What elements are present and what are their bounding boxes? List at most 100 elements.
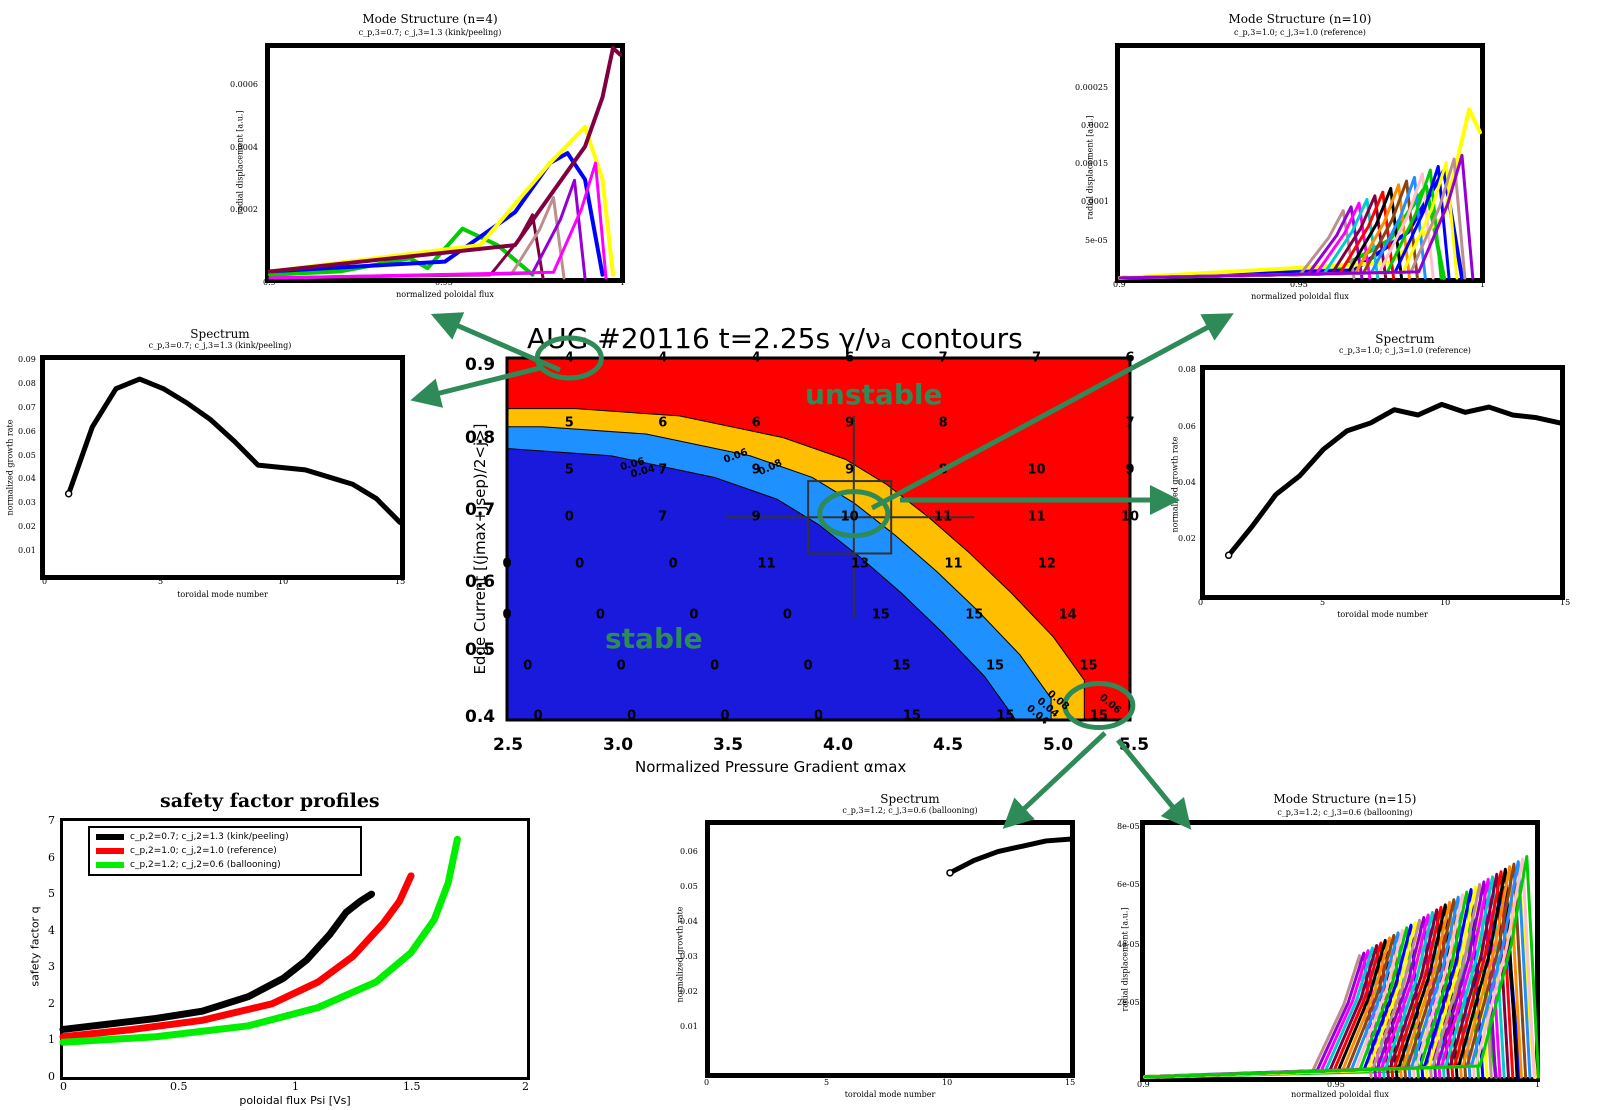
contour-value-label: 0 bbox=[575, 556, 585, 572]
contour-value-label: 0 bbox=[502, 607, 512, 623]
contour-value-label: 15 bbox=[996, 708, 1015, 724]
mode-n4-xtick: 0.9 bbox=[263, 278, 276, 287]
spectrum-kink-ytick: 0.04 bbox=[18, 474, 36, 484]
legend-entry: c_p,2=1.0; c_j,2=1.0 (reference) bbox=[90, 844, 360, 858]
spectrum-kink-ytick: 0.03 bbox=[18, 498, 36, 508]
spectrum-ball-title: Spectrum bbox=[880, 792, 940, 806]
mode-n4-plot-frame bbox=[265, 43, 625, 283]
stable-region bbox=[506, 447, 1017, 721]
mode-curve bbox=[268, 124, 615, 277]
spectrum-kink-ylabel: normalized growth rate bbox=[5, 419, 15, 516]
spectrum-kink-xlabel: toroidal mode number bbox=[177, 590, 268, 599]
mode-curve bbox=[268, 161, 608, 280]
contour-value-label: 0 bbox=[616, 658, 626, 674]
contour-value-label: 0 bbox=[595, 607, 605, 623]
stable-region-label: stable bbox=[605, 622, 703, 655]
contour-value-label: 12 bbox=[1037, 556, 1056, 572]
contour-value-label: 8 bbox=[938, 462, 948, 478]
mode-structure-n15-panel: Mode Structure (n=15) c_p,3=1.2; c_j,3=0… bbox=[1115, 790, 1555, 1108]
contour-value-label: 6 bbox=[751, 415, 761, 431]
spectrum-ball-curve bbox=[946, 836, 1073, 877]
mode-n10-ytick: 0.0002 bbox=[1081, 121, 1109, 130]
main-xtick: 2.5 bbox=[493, 735, 524, 755]
spectrum-ball-ylabel: normalized growth rate bbox=[675, 906, 685, 1003]
legend-entry: c_p,2=0.7; c_j,2=1.3 (kink/peeling) bbox=[90, 830, 360, 844]
safety-xtick: 1.5 bbox=[403, 1080, 421, 1093]
mode-n4-curves bbox=[268, 46, 622, 280]
mode-n10-xlabel: normalized poloidal flux bbox=[1251, 292, 1349, 301]
mode-n15-ytick: 8e-05 bbox=[1117, 822, 1140, 831]
contour-value-label: 4 bbox=[564, 350, 574, 366]
main-ytick: 0.7 bbox=[465, 500, 496, 520]
safety-xlabel: poloidal flux Psi [Vs] bbox=[239, 1094, 351, 1107]
spectrum-ref-ytick: 0.02 bbox=[1178, 534, 1196, 543]
mode-n10-xtick: 0.95 bbox=[1290, 280, 1308, 289]
contour-value-label: 8 bbox=[938, 415, 948, 431]
spectrum-kink-curve bbox=[64, 376, 403, 525]
safety-factor-line bbox=[59, 835, 461, 1046]
legend-label: c_p,2=1.2; c_j,2=0.6 (ballooning) bbox=[130, 860, 281, 870]
spectrum-ball-ytick: 0.02 bbox=[680, 987, 698, 996]
contour-value-label: 0 bbox=[813, 708, 824, 724]
mode-n15-ylabel: radial displacement [a.u.] bbox=[1120, 907, 1130, 1012]
contour-value-label: 15 bbox=[1089, 708, 1108, 724]
main-ytick: 0.9 bbox=[465, 355, 496, 375]
spectrum-kink-ytick: 0.01 bbox=[18, 546, 36, 556]
spectrum-ref-subtitle: c_p,3=1.0; c_j,3=1.0 (reference) bbox=[1339, 346, 1471, 355]
safety-ytick: 0 bbox=[48, 1070, 55, 1083]
contour-value-label: 9 bbox=[751, 509, 761, 525]
main-contour-panel: AUG #20116 t=2.25s γ/νₐ contours 0.06 0.0… bbox=[425, 320, 1185, 800]
highlight-ellipse bbox=[1062, 681, 1136, 731]
contour-value-label: 7 bbox=[658, 509, 668, 525]
safety-factor-title: safety factor profiles bbox=[160, 790, 380, 812]
highlight-ellipse bbox=[817, 489, 891, 539]
spectrum-kink-ytick: 0.06 bbox=[18, 426, 36, 436]
mode-n15-title: Mode Structure (n=15) bbox=[1273, 792, 1417, 806]
contour-value-label: 10 bbox=[840, 509, 859, 525]
mode-n15-ytick: 4e-05 bbox=[1117, 940, 1140, 949]
mode-curve bbox=[1143, 954, 1373, 1079]
legend-swatch bbox=[96, 834, 124, 840]
spectrum-ref-xtick: 10 bbox=[1440, 598, 1451, 607]
contour-value-label: 10 bbox=[1120, 509, 1140, 525]
mode-n10-xtick: 1 bbox=[1480, 280, 1486, 289]
contour-value-label: 7 bbox=[1125, 415, 1135, 431]
main-ylabel: Edge Current [(jmax+jsep)/2<j>] bbox=[471, 423, 489, 675]
contour-value-label: 11 bbox=[757, 556, 776, 572]
spectrum-ref-panel: Spectrum c_p,3=1.0; c_j,3=1.0 (reference… bbox=[1150, 330, 1600, 625]
spectrum-kink-ytick: 0.02 bbox=[18, 522, 36, 532]
spectrum-kink-xtick: 15 bbox=[395, 577, 406, 586]
contour-value-label: 0 bbox=[689, 607, 699, 623]
spectrum-kink-panel: Spectrum c_p,3=0.7; c_j,3=1.3 (kink/peel… bbox=[0, 325, 410, 615]
mode-n15-xtick: 1 bbox=[1535, 1080, 1541, 1089]
spectrum-kink-xtick: 10 bbox=[278, 577, 289, 586]
main-ytick: 0.6 bbox=[465, 572, 496, 592]
contour-value-label: 11 bbox=[934, 509, 953, 525]
contour-value-label: 0 bbox=[502, 556, 512, 572]
main-plot-frame bbox=[505, 356, 1132, 722]
safety-ytick: 6 bbox=[48, 850, 55, 864]
contour-value-label: 13 bbox=[850, 556, 870, 572]
spectrum-ref-xtick: 0 bbox=[1198, 598, 1204, 607]
mode-n15-xlabel: normalized poloidal flux bbox=[1291, 1090, 1389, 1099]
mode-n15-xtick: 0.9 bbox=[1137, 1080, 1150, 1089]
main-xtick: 3.5 bbox=[713, 735, 744, 755]
contour-value-label: 5 bbox=[564, 415, 574, 431]
mode-n4-ylabel: radial displacement [a.u.] bbox=[235, 110, 245, 215]
spectrum-ball-xtick: 5 bbox=[824, 1078, 830, 1087]
mode-n4-subtitle: c_p,3=0.7; c_j,3=1.3 (kink/peeling) bbox=[358, 28, 502, 37]
spectrum-kink-title: Spectrum bbox=[190, 327, 250, 341]
mode-n10-subtitle: c_p,3=1.0; c_j,3=1.0 (reference) bbox=[1234, 28, 1366, 37]
main-ytick: 0.4 bbox=[465, 707, 496, 727]
main-xtick: 5.5 bbox=[1119, 735, 1150, 755]
spectrum-ball-xtick: 15 bbox=[1065, 1078, 1076, 1087]
contour-value-label: 11 bbox=[1027, 509, 1046, 525]
main-xlabel: Normalized Pressure Gradient αmax bbox=[635, 758, 907, 776]
contour-value-label: 6 bbox=[845, 350, 855, 366]
spectrum-ball-ytick: 0.03 bbox=[680, 952, 698, 961]
spectrum-ref-xtick: 5 bbox=[1320, 598, 1326, 607]
spectrum-ball-ytick: 0.06 bbox=[680, 847, 698, 856]
safety-ytick: 2 bbox=[48, 996, 55, 1010]
spectrum-kink-ytick: 0.05 bbox=[18, 450, 36, 460]
